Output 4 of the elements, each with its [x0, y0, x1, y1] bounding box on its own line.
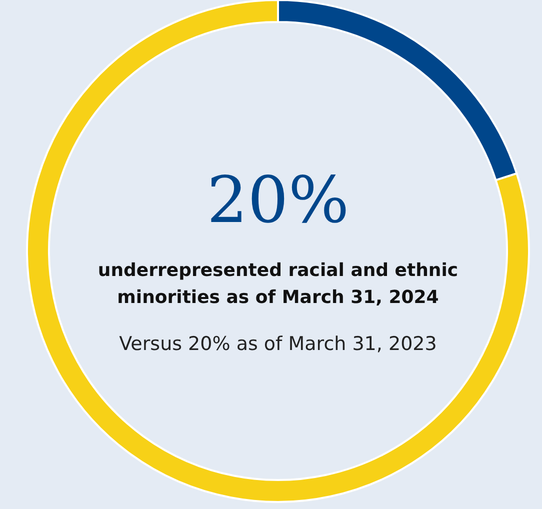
text: 20% [206, 164, 350, 238]
text: underrepresented racial and ethnic minorities as of March 31, 2024 [98, 260, 458, 308]
donut-slice [26, 0, 530, 503]
text: Versus 20% as of March 31, 2023 [119, 333, 437, 355]
